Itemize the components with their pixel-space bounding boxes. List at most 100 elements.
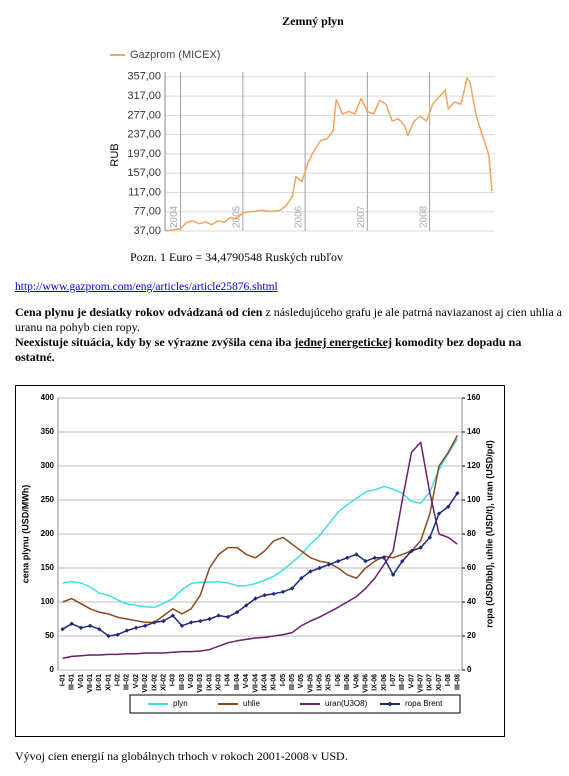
legend-label: ropa Brent [405,699,443,708]
series-line [62,438,459,609]
x-tick-label: VII-01 [87,674,94,693]
chart-gazprom: 37,00 77,00 117,00 157,00 197,00 237,00 277,00… [109,49,495,237]
x-tick-label: 2006 [294,205,305,228]
y-tick-label: 50 [45,631,54,640]
x-tick-label: XI-07 [436,674,443,691]
y-tick-label: 277,00 [127,109,161,121]
x-tick-label: 2004 [169,205,180,228]
point-marker [106,633,111,639]
point-marker [133,625,139,631]
paragraph-2: Neexistuje situácia, kdy by se výrazne z… [15,335,563,365]
y-tick-label: 250 [41,495,55,504]
x-tick-label: I-06 [335,674,342,686]
legend-label: Gazprom (MICEX) [130,49,220,61]
x-tick-label: III-01 [69,674,76,690]
x-tick-label: I-07 [390,674,397,686]
point-marker [455,491,460,496]
paragraph-1: Cena plynu je desiatky rokov odvádzaná o… [15,305,563,335]
point-marker [188,620,194,625]
y-tick-label: 100 [41,597,55,606]
x-tick-label: XI-02 [160,674,167,691]
x-tick-label: III-03 [179,674,186,690]
x-tick-label: IX-06 [372,674,379,691]
x-tick-label: IX-03 [206,674,213,691]
y2-tick-label: 140 [467,427,481,436]
text: Neexistuje situácia, kdy by se výrazne z… [15,335,292,349]
x-tick-label: I-04 [225,674,232,686]
point-marker [409,548,414,554]
x-tick-label: VII-03 [197,674,204,693]
x-tick-label: VII-05 [307,674,314,693]
y-tick-label: 197,00 [127,148,161,160]
x-tick-label: III-07 [399,674,406,690]
x-tick-label: III-04 [234,674,241,690]
x-tick-label: V-02 [133,674,140,689]
point-marker [69,621,74,626]
bold-text: Cena plynu je desiatky rokov odvádzaná o… [15,305,263,319]
paragraph: Cena plynu je desiatky rokov odvádzaná o… [15,305,563,365]
x-tick-label: 2008 [418,205,429,228]
x-tick-label: V-03 [188,674,195,689]
text: z následujúceho grafu je ale patrná navi… [15,305,563,334]
x-tick-label: V-04 [243,674,250,689]
legend-label: plyn [173,699,188,708]
legend-label: uran(U3O8) [325,699,368,708]
y2-tick-label: 120 [467,461,481,470]
link[interactable]: http://www.gazprom.com/eng/articles/arti… [15,281,278,293]
y-tick-label: 300 [41,461,55,470]
x-tick-label: IX-02 [151,674,158,691]
point-marker [207,616,212,622]
x-tick-label: V-05 [298,674,305,689]
x-tick-label: XI-06 [381,674,388,691]
y2-tick-label: 60 [467,563,476,572]
x-tick-label: 2005 [231,205,242,228]
x-tick-label: XI-01 [105,674,112,691]
y-tick-label: 237,00 [127,129,161,141]
y-tick-label: 357,00 [127,71,161,83]
series-line [164,77,493,232]
x-tick-label: 2007 [356,205,367,228]
x-tick-label: VII-07 [418,674,425,693]
x-tick-label: XI-05 [326,674,333,691]
text: komodity bez dopadu na ostatné. [15,335,522,364]
y-tick-label: 117,00 [128,186,161,198]
x-tick-label: V-01 [78,674,85,689]
x-tick-label: IX-01 [96,674,103,691]
y2-axis-label: ropa (USD/bbl), uhlie (USD/t), uran (USD… [484,440,494,628]
legend-box [129,694,461,714]
underlined-text: jednej energetickej [294,335,392,349]
y2-tick-label: 20 [467,631,476,640]
x-tick-label: VII-02 [142,674,149,693]
x-tick-label: V-06 [353,674,360,689]
note: Pozn. 1 Euro = 34,4790548 Ruských rubľov [130,250,343,264]
x-tick-label: V-07 [408,674,415,689]
y-tick-label: 37,00 [133,225,161,237]
y-tick-label: 317,00 [127,90,161,102]
chart-energy-prices: 0 50 100 150 200 250 300 350 400 0 20 40 60 80 100 120 1… [15,385,505,737]
title: Zemný plyn [282,14,344,28]
y2-tick-label: 40 [467,597,476,606]
x-tick-label: VII-04 [252,674,259,693]
y2-tick-label: 80 [467,529,476,538]
x-tick-label: IX-05 [317,674,324,691]
point-marker [317,565,322,571]
y2-tick-label: 100 [467,495,481,504]
y-tick-label: 77,00 [133,206,161,218]
y-tick-label: 150 [41,563,55,572]
x-tick-label: I-01 [59,674,66,686]
point-marker [446,504,451,509]
x-tick-label: I-03 [170,674,177,686]
y2-tick-label: 160 [467,393,481,402]
x-tick-label: XI-03 [216,674,223,691]
y-tick-label: 350 [41,427,55,436]
legend-marker [387,701,393,707]
x-tick-label: XI-04 [271,674,278,691]
y-tick-label: 0 [50,665,55,674]
legend-label: uhlie [243,699,260,708]
x-tick-label: I-08 [445,674,452,686]
series-line [62,435,459,624]
y2-tick-label: 0 [467,665,472,674]
y-tick-label: 157,00 [127,167,161,179]
y-axis-label: RUB [109,143,121,166]
